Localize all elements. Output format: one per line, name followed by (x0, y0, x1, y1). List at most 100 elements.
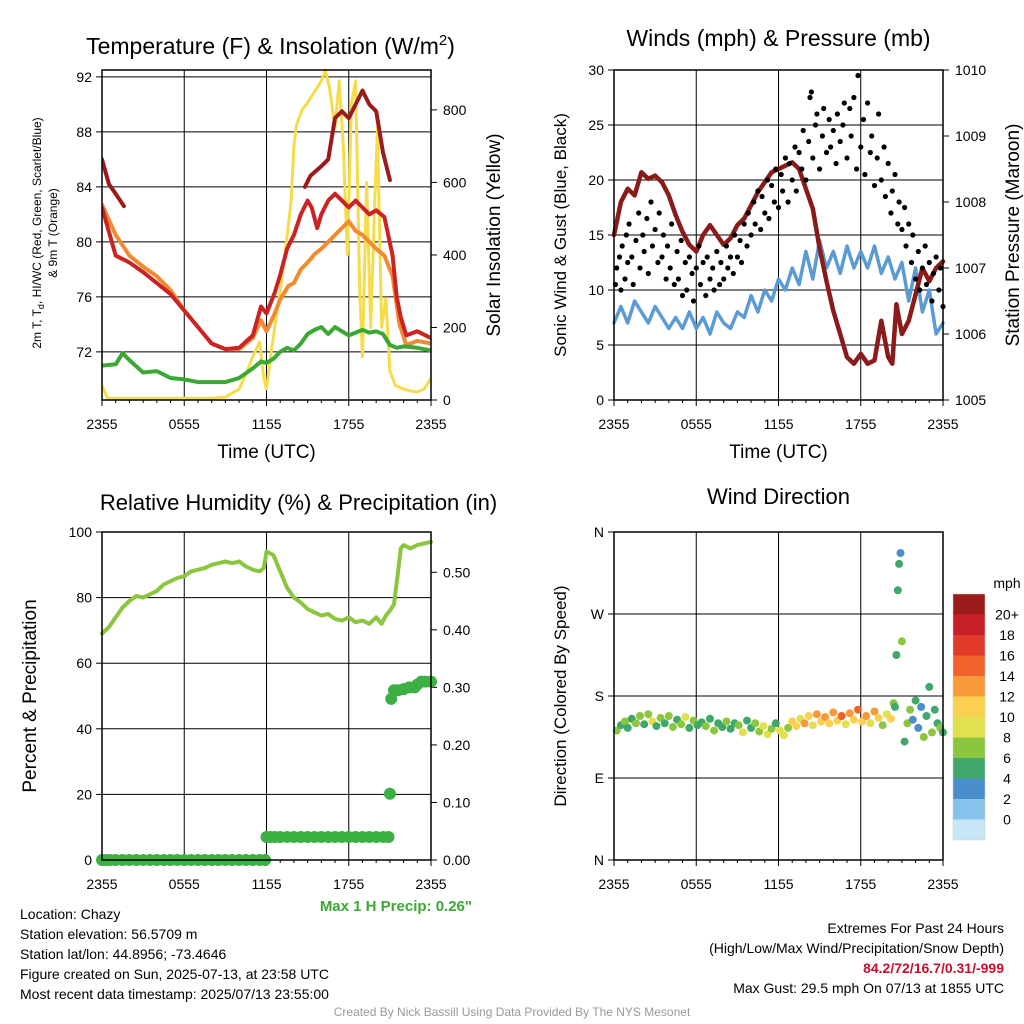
gust-point (633, 237, 639, 244)
gust-point (648, 199, 654, 205)
direction-point (763, 730, 772, 739)
gust-point (640, 232, 646, 238)
gust-point (799, 166, 805, 172)
gust-point (860, 116, 867, 123)
direction-panel: 2355 0555 1155 1755 2355 N E S W N Wind Direction D… (551, 484, 1021, 892)
direction-point (644, 710, 653, 719)
direction-title: Wind Direction (707, 484, 850, 509)
gust-point (812, 122, 819, 128)
gust-point (803, 177, 809, 183)
gust-point (766, 215, 772, 222)
direction-point (759, 722, 768, 731)
y-tick-label: N (594, 524, 604, 540)
gust-point (734, 254, 741, 260)
direction-point (621, 717, 629, 726)
gust-point (690, 298, 697, 304)
gust-point (906, 221, 912, 227)
legend-label: 18 (999, 627, 1015, 643)
gust-point (684, 287, 690, 293)
wind-series (611, 160, 946, 366)
x-tick-label: 2355 (927, 876, 958, 892)
gust-point (752, 221, 758, 227)
direction-point (751, 719, 760, 728)
gust-point (660, 232, 667, 238)
direction-point (870, 707, 879, 716)
credit-text: Created By Nick Bassill Using Data Provi… (333, 1005, 691, 1019)
dewpoint-line (102, 325, 431, 385)
direction-point (825, 719, 834, 728)
gust-point (644, 215, 650, 222)
legend-swatch (953, 799, 985, 820)
y-right-tick-label: 1008 (955, 194, 986, 210)
extremes-subtitle: (High/Low/Max Wind/Precipitation/Snow De… (709, 940, 1004, 956)
x-tick-label: 2355 (86, 416, 117, 432)
wind-title: Winds (mph) & Pressure (mb) (626, 25, 930, 51)
direction-point (919, 733, 928, 741)
direction-points (612, 549, 947, 746)
x-tick-label: 2355 (415, 876, 446, 892)
x-tick-label: 0555 (681, 876, 712, 892)
legend-label: 6 (1003, 750, 1011, 766)
gust-point (830, 127, 836, 134)
gust-point (711, 287, 717, 293)
direction-point (685, 723, 694, 732)
y-tick-label: 25 (588, 117, 604, 133)
legend-title: mph (993, 575, 1020, 591)
created-text: Figure created on Sun, 2025-07-13, at 23… (20, 966, 329, 982)
legend-label: 12 (999, 689, 1015, 705)
plot-border (613, 69, 944, 401)
gust-point (775, 204, 782, 211)
gust-point (807, 94, 813, 101)
wind-panel: 2355 0555 1155 1755 2355 0 5 10 15 20 25 30 1005 1006… (551, 25, 1024, 463)
direction-point (718, 723, 727, 731)
gust-point (806, 138, 812, 145)
y-right-tick-label: 0.20 (443, 737, 470, 753)
direction-point (845, 709, 854, 718)
gust-point (614, 265, 620, 271)
x-tick-label: 1755 (845, 876, 876, 892)
gust-point (933, 254, 939, 260)
direction-point (911, 696, 920, 705)
gust-point (636, 210, 642, 216)
gust-point (937, 265, 943, 271)
y-tick-label: 40 (76, 721, 92, 737)
legend-swatch (953, 758, 985, 779)
gust-point (903, 243, 909, 249)
gust-point (759, 193, 765, 200)
y-right-tick-label: 0 (443, 392, 451, 408)
legend-swatch (953, 737, 985, 758)
direction-point (771, 719, 780, 728)
direction-point (734, 721, 743, 730)
legend-swatch (953, 696, 985, 717)
y-tick-label: 0 (596, 392, 604, 408)
direction-point (841, 720, 850, 729)
rh-ylabel: Percent & Precipitation (20, 599, 41, 792)
extremes-info: Extremes For Past 24 Hours (High/Low/Max… (709, 918, 1004, 998)
direction-point (780, 731, 788, 740)
y-tick-label: 80 (76, 590, 92, 606)
gust-point (874, 155, 880, 161)
direction-point (623, 723, 632, 732)
x-tick-label: 1755 (333, 416, 364, 432)
gust-point (808, 89, 815, 95)
direction-point (738, 728, 747, 737)
gust-point (892, 171, 898, 178)
y-right-tick-label: 0.00 (443, 852, 470, 868)
gust-point (817, 166, 823, 172)
gust-point (858, 144, 864, 150)
gust-point (908, 259, 915, 266)
gust-point (881, 144, 887, 150)
y-tick-label: 15 (588, 227, 604, 243)
x-tick-label: 2355 (598, 876, 629, 892)
y-tick-label: 80 (76, 234, 92, 250)
direction-point (726, 724, 735, 733)
rh-line (100, 539, 433, 636)
y-right-tick-label: 0.30 (443, 679, 470, 695)
gust-point (847, 105, 853, 112)
x-tick-label: 0555 (681, 416, 712, 432)
gust-point (696, 243, 702, 249)
y-tick-label: 20 (588, 172, 604, 188)
wind-ylabel: Sonic Wind & Gust (Blue, Black) (551, 113, 570, 357)
x-tick-label: 2355 (415, 416, 446, 432)
gust-point (789, 177, 795, 183)
